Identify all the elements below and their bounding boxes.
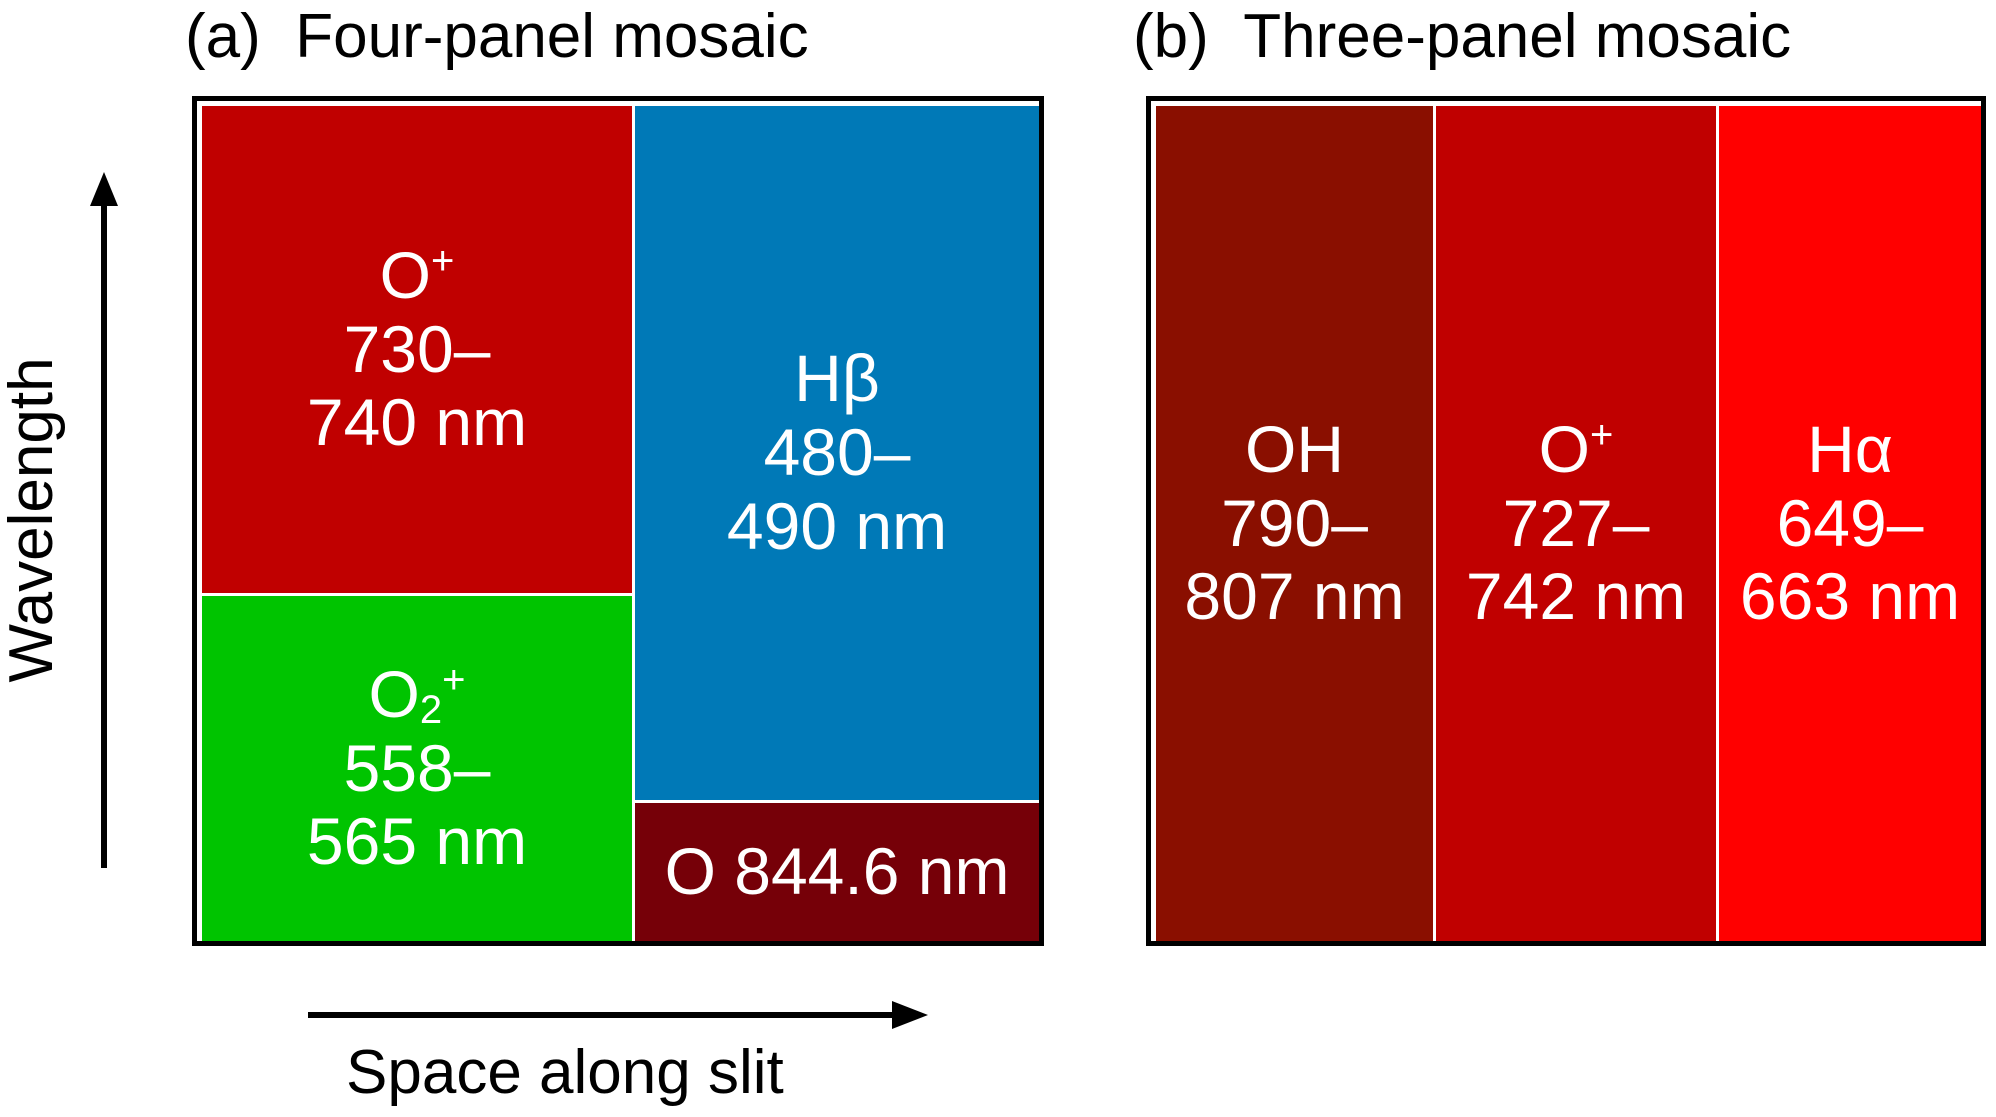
mosaic-cell-h-alpha: Hα 649– 663 nm <box>1719 106 1981 941</box>
range-end: 807 nm <box>1184 559 1405 634</box>
range-end: 663 nm <box>1739 559 1961 634</box>
species-label: O+ <box>379 237 455 312</box>
panel-a-title: (a) Four-panel mosaic <box>185 6 809 68</box>
mosaic-cell-o2-plus: O2+ 558– 565 nm <box>202 596 635 941</box>
mosaic-cell-oh: OH 790– 807 nm <box>1156 106 1436 941</box>
range-start: 558– <box>343 730 491 805</box>
three-panel-mosaic: OH 790– 807 nm O+ 727– 742 nm Hα 649– 66… <box>1146 96 1986 946</box>
range-end: 565 nm <box>306 804 528 879</box>
range-end: 740 nm <box>306 385 528 460</box>
species-label: OH <box>1245 411 1344 486</box>
species-label: Hβ <box>794 341 880 416</box>
space-along-slit-label: Space along slit <box>346 1038 784 1107</box>
wavelength-arrow <box>90 172 118 868</box>
range-end: 490 nm <box>726 488 948 563</box>
wavelength-label: Wavelength <box>0 357 66 683</box>
panel-b-tag: (b) <box>1133 2 1209 71</box>
panel-b-title: (b) Three-panel mosaic <box>1133 6 1791 68</box>
range-start: 649– <box>1776 485 1924 560</box>
panel-a-title-text: Four-panel mosaic <box>295 2 809 71</box>
species-label: O+ <box>1538 411 1614 486</box>
range-start: 727– <box>1502 485 1650 560</box>
mosaic-cell-o-plus: O+ 727– 742 nm <box>1436 106 1719 941</box>
panel-a-tag: (a) <box>185 2 261 71</box>
range-start: 790– <box>1221 485 1368 560</box>
mosaic-cell-h-beta: Hβ 480– 490 nm <box>635 106 1039 803</box>
species-label: O 844.6 nm <box>664 834 1010 909</box>
mosaic-cell-o-plus: O+ 730– 740 nm <box>202 106 635 596</box>
panel-b-title-text: Three-panel mosaic <box>1243 2 1792 71</box>
mosaic-cell-o-844: O 844.6 nm <box>635 803 1039 941</box>
four-panel-mosaic: O+ 730– 740 nm O2+ 558– 565 nm Hβ 480– 4… <box>192 96 1044 946</box>
species-label: O2+ <box>368 656 466 732</box>
range-start: 730– <box>343 311 491 386</box>
range-end: 742 nm <box>1465 559 1687 634</box>
species-label: Hα <box>1807 411 1893 486</box>
space-along-slit-arrow <box>308 1001 928 1029</box>
range-start: 480– <box>763 415 911 490</box>
